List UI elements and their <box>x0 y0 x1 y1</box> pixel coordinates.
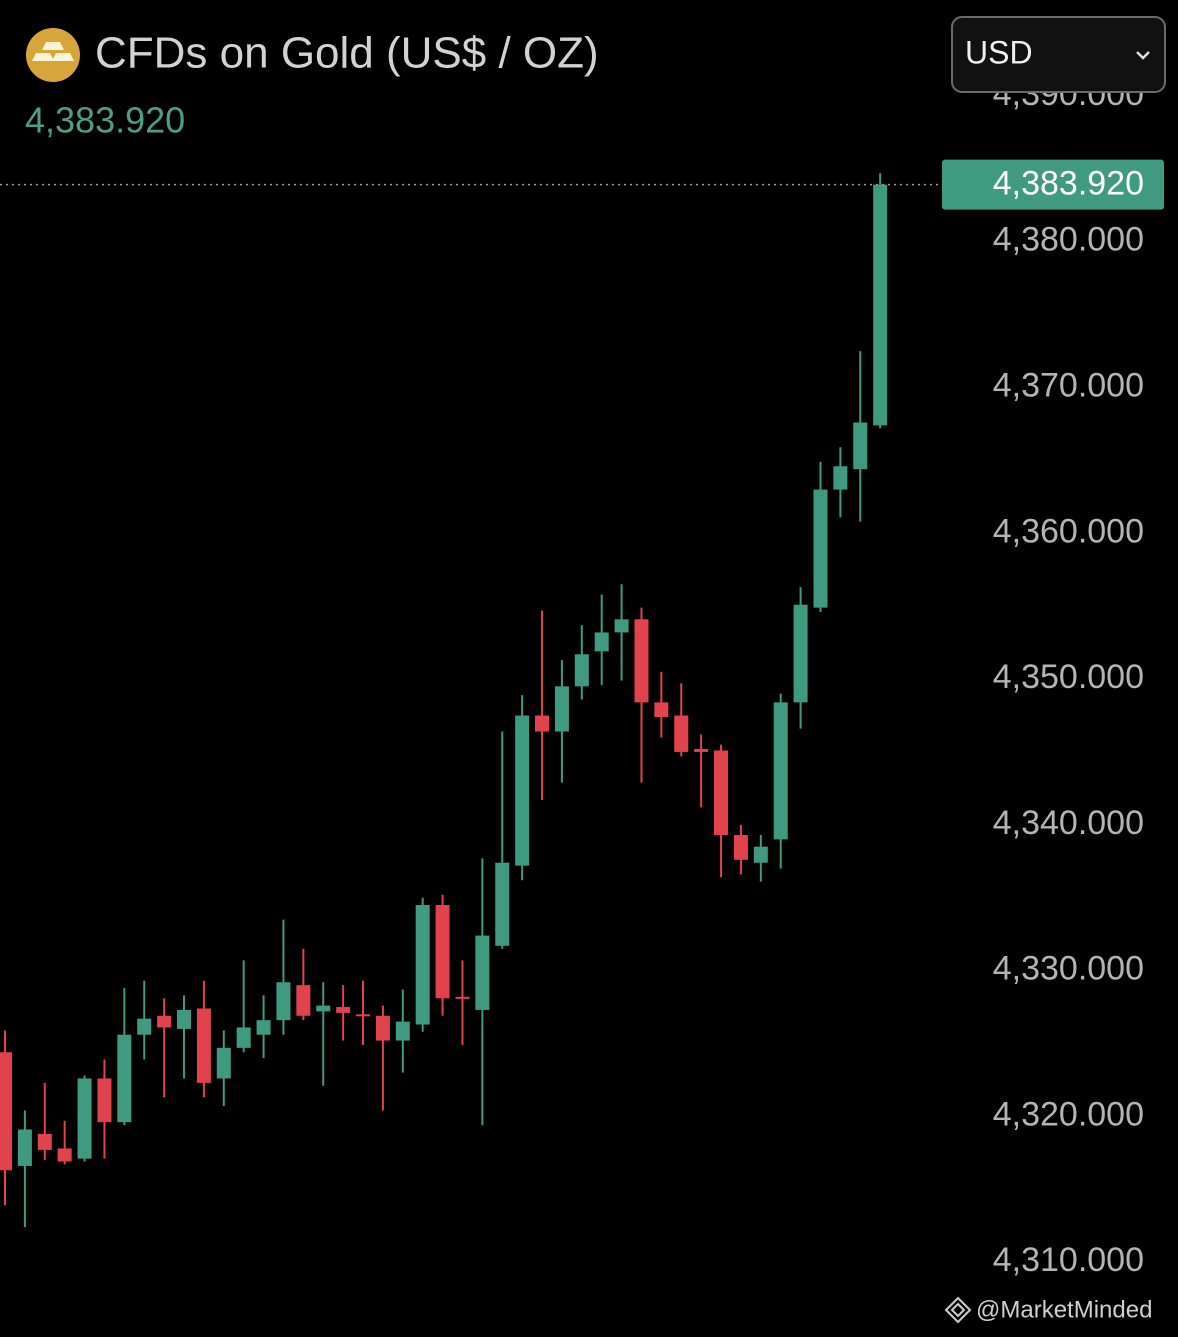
candle-body <box>733 835 748 860</box>
candle-body <box>157 1015 172 1028</box>
candle-body <box>256 1020 271 1035</box>
candle-body <box>714 750 729 836</box>
y-tick-label: 4,360.000 <box>993 512 1144 550</box>
candles <box>0 173 888 1228</box>
candle-body <box>853 422 868 470</box>
candle-body <box>813 489 828 608</box>
header-price: 4,383.920 <box>25 100 185 141</box>
candle-body <box>574 654 589 687</box>
candle-body <box>296 985 311 1016</box>
currency-dropdown[interactable]: USD <box>951 16 1166 93</box>
candle-body <box>77 1078 92 1159</box>
candle-body <box>674 715 689 752</box>
candle-body <box>395 1021 410 1041</box>
gold-icon <box>26 28 80 82</box>
candle-body <box>475 935 490 1010</box>
y-tick-label: 4,320.000 <box>993 1095 1144 1133</box>
candle-body <box>236 1027 251 1048</box>
candle-body <box>97 1078 112 1123</box>
candle-body <box>375 1015 390 1041</box>
candle-body <box>196 1008 211 1083</box>
last-price-label: 4,383.920 <box>993 165 1144 203</box>
y-tick-label: 4,390.000 <box>993 75 1144 113</box>
watermark: @MarketMinded <box>944 1296 1152 1324</box>
candle-body <box>455 996 470 999</box>
last-price: 4,383.920 <box>0 159 1164 210</box>
candle-body <box>614 619 629 633</box>
y-tick-label: 4,380.000 <box>993 221 1144 259</box>
y-tick-label: 4,340.000 <box>993 804 1144 842</box>
candle-body <box>276 982 291 1021</box>
candle-body <box>535 715 550 732</box>
candle-body <box>137 1018 152 1035</box>
y-tick-label: 4,350.000 <box>993 658 1144 696</box>
candle-body <box>773 702 788 840</box>
candle-body <box>0 1052 12 1171</box>
watermark-text: @MarketMinded <box>976 1296 1152 1323</box>
header: CFDs on Gold (US$ / OZ) 4,383.920 <box>25 28 599 141</box>
candle-body <box>216 1047 231 1079</box>
candle-body <box>594 632 609 652</box>
candle-body <box>117 1034 132 1123</box>
watermark-icon <box>944 1296 972 1324</box>
y-tick-label: 4,370.000 <box>993 367 1144 405</box>
candle-body <box>57 1148 72 1162</box>
candle-body <box>515 715 530 866</box>
gold-bars <box>32 42 74 61</box>
dropdown-value[interactable]: USD <box>965 34 1033 70</box>
instrument-title: CFDs on Gold (US$ / OZ) <box>95 29 599 78</box>
candle-body <box>873 184 888 426</box>
candle-body <box>495 862 510 946</box>
candle-body <box>37 1133 52 1150</box>
candle-body <box>356 1014 371 1017</box>
y-tick-label: 4,310.000 <box>993 1241 1144 1279</box>
candle-body <box>833 466 848 490</box>
candle-body <box>793 604 808 703</box>
candle-body <box>654 702 669 717</box>
candle-body <box>177 1009 192 1029</box>
candle-body <box>753 846 768 863</box>
y-axis: 4,310.000 4,320.000 4,330.000 4,340.000 4,35… <box>993 75 1144 1279</box>
candle-body <box>694 749 709 752</box>
candle-body <box>17 1129 32 1166</box>
chevron <box>1136 51 1150 60</box>
candle-body <box>634 619 649 703</box>
last-price-box <box>942 159 1164 210</box>
candle-body <box>336 1007 351 1013</box>
dropdown-box[interactable] <box>951 16 1166 93</box>
candle-body <box>415 904 430 1025</box>
y-tick-label: 4,330.000 <box>993 950 1144 988</box>
candle-body <box>435 904 450 999</box>
candle-body <box>554 686 569 732</box>
candle-body <box>316 1005 331 1012</box>
